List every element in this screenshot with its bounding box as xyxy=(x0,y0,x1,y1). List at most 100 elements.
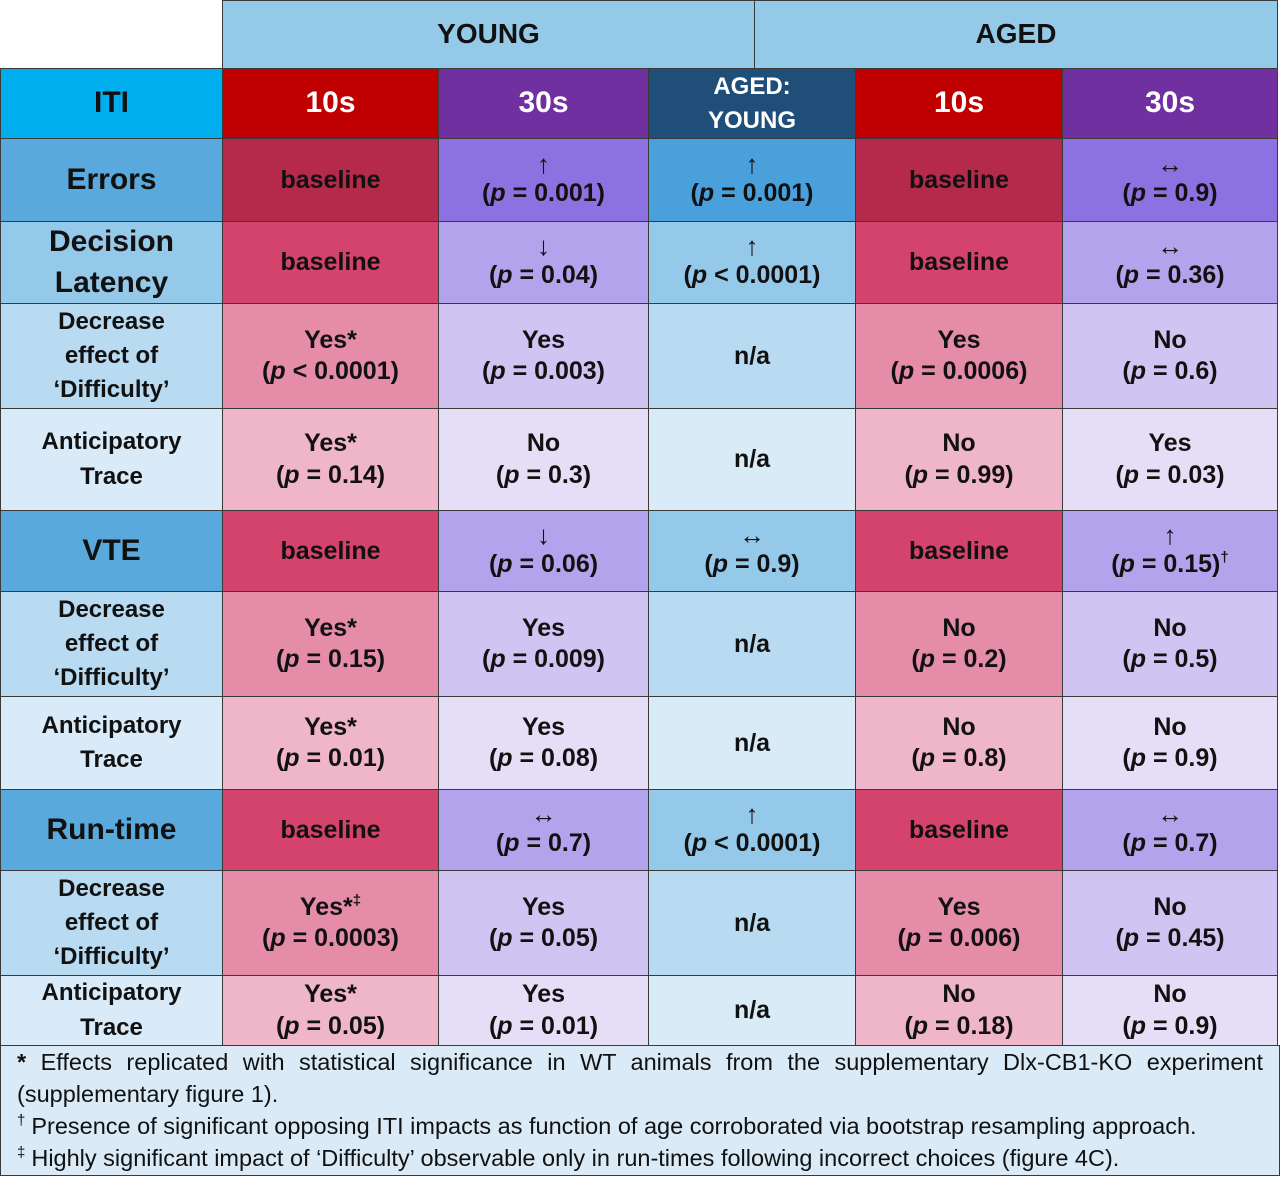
p-value: (p < 0.0001) xyxy=(684,827,821,860)
row-label-line-2: effect of xyxy=(64,341,159,369)
header-aged-young-ratio: AGED: YOUNG xyxy=(648,68,856,139)
p-value: (p = 0.36) xyxy=(1115,259,1224,292)
row-label-line-1: Run-time xyxy=(46,812,177,846)
value-cell-r2-c3: ↑ (p < 0.0001) xyxy=(648,221,856,304)
p-open-paren: ( xyxy=(1115,261,1124,290)
row-label-line-1: Anticipatory xyxy=(41,979,182,1007)
p-symbol: p xyxy=(919,744,936,772)
value-cell-r7-c1: Yes* (p = 0.01) xyxy=(222,696,439,790)
value-cell-r10-c2: Yes (p = 0.01) xyxy=(438,975,649,1046)
row-label-line-2: Trace xyxy=(80,746,143,773)
p-value: (p = 0.99) xyxy=(904,459,1013,492)
dagger-mark: † xyxy=(17,1112,26,1129)
value-cell-r5-c4: baseline xyxy=(855,510,1063,592)
value-cell-r4-c5: Yes (p = 0.03) xyxy=(1062,408,1278,511)
cell-value: No xyxy=(1153,613,1187,642)
p-value-text: = 0.6) xyxy=(1152,357,1218,385)
cell-value: Yes xyxy=(521,712,566,741)
value-cell-r1-c2: ↑ (p = 0.001) xyxy=(438,138,649,222)
row-label-4: Anticipatory Trace xyxy=(0,408,223,511)
row-label-line-1: Anticipatory xyxy=(41,711,182,739)
p-symbol: p xyxy=(1123,460,1140,489)
p-symbol: p xyxy=(1119,549,1135,578)
direction-arrow-icon: ↑ xyxy=(1163,519,1177,550)
value-cell-r5-c5: ↑ (p = 0.15)† xyxy=(1062,510,1278,592)
value-cell-r7-c2: Yes (p = 0.08) xyxy=(438,696,649,790)
value-cell-r8-c1: baseline xyxy=(222,789,439,871)
p-symbol: p xyxy=(497,744,513,772)
p-open-paren: ( xyxy=(262,357,271,385)
value-cell-r10-c4: No (p = 0.18) xyxy=(855,975,1063,1046)
cell-value: No xyxy=(526,429,561,457)
header-iti-text-1: ITI xyxy=(94,86,129,120)
p-value: (p = 0.8) xyxy=(911,742,1006,775)
footnote-1: * Effects replicated with statistical si… xyxy=(17,1046,1263,1078)
cell-value: Yes* xyxy=(304,325,357,354)
value-cell-r9-c3: n/a xyxy=(648,870,856,976)
value-cell-r5-c2: ↓ (p = 0.06) xyxy=(438,510,649,592)
p-value-text: = 0.05) xyxy=(306,1011,386,1040)
p-open-paren: ( xyxy=(262,924,271,952)
row-label-10: Anticipatory Trace xyxy=(0,975,223,1046)
table-footnotes: * Effects replicated with statistical si… xyxy=(0,1045,1280,1176)
value-cell-r2-c2: ↓ (p = 0.04) xyxy=(438,221,649,304)
value-cell-r6-c4: No (p = 0.2) xyxy=(855,591,1063,697)
footnote-1-continued: (supplementary figure 1). xyxy=(17,1078,1263,1110)
cell-value: Yes* xyxy=(304,613,357,642)
cell-value: Yes* xyxy=(299,892,353,921)
p-value: (p = 0.6) xyxy=(1122,355,1217,388)
p-symbol: p xyxy=(691,828,708,857)
p-value: (p = 0.08) xyxy=(489,742,598,775)
p-symbol: p xyxy=(284,645,300,673)
value-cell-r9-c2: Yes (p = 0.05) xyxy=(438,870,649,976)
p-value-text: = 0.05) xyxy=(519,924,599,952)
p-value: (p = 0.0003) xyxy=(262,922,399,955)
p-symbol: p xyxy=(919,645,936,673)
cell-value: n/a xyxy=(733,996,771,1025)
p-symbol: p xyxy=(497,261,513,290)
p-symbol: p xyxy=(1130,828,1147,857)
p-value: (p = 0.7) xyxy=(1122,827,1217,860)
cell-value-line: Yes*‡ xyxy=(300,892,361,923)
value-cell-r7-c4: No (p = 0.8) xyxy=(855,696,1063,790)
p-symbol: p xyxy=(905,924,922,952)
value-cell-r4-c2: No (p = 0.3) xyxy=(438,408,649,511)
cell-value: Yes xyxy=(1148,429,1192,457)
p-value: (p = 0.04) xyxy=(489,259,598,292)
p-symbol: p xyxy=(912,1011,929,1040)
double-dagger-mark: ‡ xyxy=(17,1144,26,1161)
p-symbol: p xyxy=(1130,645,1147,673)
p-value: (p = 0.45) xyxy=(1115,922,1224,955)
row-label-9: Decrease effect of ‘Difficulty’ xyxy=(0,870,223,976)
p-value: (p = 0.9) xyxy=(1122,1010,1217,1043)
cell-value: No xyxy=(942,613,976,642)
cell-value: No xyxy=(1153,980,1187,1008)
row-label-6: Decrease effect of ‘Difficulty’ xyxy=(0,591,223,697)
value-cell-r4-c4: No (p = 0.99) xyxy=(855,408,1063,511)
row-label-5: VTE xyxy=(0,510,223,592)
cell-value: baseline xyxy=(908,165,1010,194)
direction-arrow-icon: ↑ xyxy=(745,231,759,262)
direction-arrow-icon: ↑ xyxy=(537,148,550,179)
p-symbol: p xyxy=(1130,357,1147,385)
p-value: (p = 0.006) xyxy=(898,922,1021,955)
p-symbol: p xyxy=(1130,178,1147,207)
cell-value: Yes* xyxy=(304,980,357,1008)
p-value-text: = 0.9) xyxy=(1152,1011,1218,1040)
value-cell-r3-c4: Yes (p = 0.0006) xyxy=(855,303,1063,409)
p-open-paren: ( xyxy=(897,924,906,952)
cell-value: Yes* xyxy=(304,712,357,741)
double-dagger-mark: ‡ xyxy=(352,891,362,909)
p-value: (p = 0.001) xyxy=(482,177,605,210)
p-open-paren: ( xyxy=(495,828,505,857)
p-value-text: = 0.9) xyxy=(1152,744,1218,772)
value-cell-r6-c2: Yes (p = 0.009) xyxy=(438,591,649,697)
footnote-3: ‡ Highly significant impact of ‘Difficult… xyxy=(17,1142,1263,1174)
p-value-text: = 0.9) xyxy=(1152,178,1218,207)
cell-value: n/a xyxy=(733,908,771,937)
row-label-line-3: ‘Difficulty’ xyxy=(53,943,170,971)
p-value-text: = 0.04) xyxy=(519,261,599,290)
row-label-line-1: Anticipatory xyxy=(41,428,182,456)
p-open-paren: ( xyxy=(1122,357,1131,385)
